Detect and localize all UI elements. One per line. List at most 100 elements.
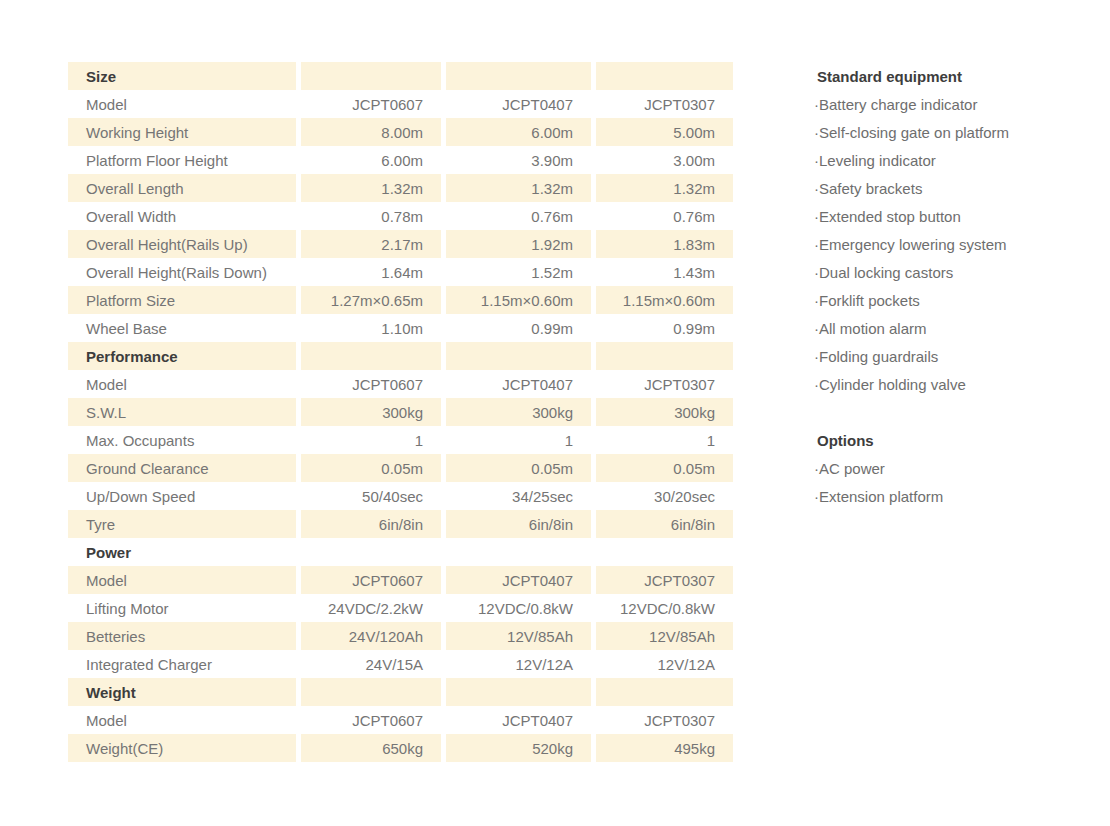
spec-row-up-down-speed: Up/Down Speed50/40sec34/25sec30/20sec [68, 482, 733, 510]
spec-row-overall-height-rails-down: Overall Height(Rails Down)1.64m1.52m1.43… [68, 258, 733, 286]
spec-value: JCPT0407 [446, 706, 591, 734]
section-row-size: Size [68, 62, 733, 90]
spec-value: JCPT0607 [301, 706, 441, 734]
spec-label: S.W.L [68, 398, 296, 426]
spec-value: JCPT0307 [596, 90, 733, 118]
spec-label: Overall Height(Rails Down) [68, 258, 296, 286]
spec-value [596, 538, 733, 566]
spec-label: Lifting Motor [68, 594, 296, 622]
spec-value: JCPT0307 [596, 370, 733, 398]
section-heading: Size [68, 62, 296, 90]
spec-value: 1.43m [596, 258, 733, 286]
spec-value [596, 678, 733, 706]
spec-value: 300kg [596, 398, 733, 426]
spec-value [301, 342, 441, 370]
spec-value: 0.76m [446, 202, 591, 230]
spec-value: 1 [596, 426, 733, 454]
spec-value [446, 678, 591, 706]
spec-value: 5.00m [596, 118, 733, 146]
spec-value: 24V/15A [301, 650, 441, 678]
spec-value: 34/25sec [446, 482, 591, 510]
spec-value: 495kg [596, 734, 733, 762]
spec-value [301, 538, 441, 566]
spec-value: 1.64m [301, 258, 441, 286]
spec-label: Integrated Charger [68, 650, 296, 678]
spec-row-ground-clearance: Ground Clearance0.05m0.05m0.05m [68, 454, 733, 482]
spec-value: 1.83m [596, 230, 733, 258]
spec-value: 1.92m [446, 230, 591, 258]
spec-row-model: ModelJCPT0607JCPT0407JCPT0307 [68, 370, 733, 398]
spec-label: Tyre [68, 510, 296, 538]
spec-value: 12V/12A [446, 650, 591, 678]
spec-row-platform-size: Platform Size1.27m×0.65m1.15m×0.60m1.15m… [68, 286, 733, 314]
spec-row-s-w-l: S.W.L300kg300kg300kg [68, 398, 733, 426]
spec-value: 12VDC/0.8kW [446, 594, 591, 622]
spec-value: JCPT0307 [596, 706, 733, 734]
spec-value: 1.32m [596, 174, 733, 202]
spec-value: 6in/8in [596, 510, 733, 538]
spec-label: Betteries [68, 622, 296, 650]
spec-row-weight-ce: Weight(CE)650kg520kg495kg [68, 734, 733, 762]
spec-value [446, 62, 591, 90]
spec-value [596, 342, 733, 370]
spec-value: 0.99m [446, 314, 591, 342]
spec-value: 1.32m [301, 174, 441, 202]
sidebar-item-battery-charge-indicator: ·Battery charge indicator [814, 90, 1009, 118]
spec-value: 1 [446, 426, 591, 454]
spec-value: 12V/85Ah [596, 622, 733, 650]
sidebar-item-forklift-pockets: ·Forklift pockets [814, 286, 1009, 314]
spec-label: Platform Floor Height [68, 146, 296, 174]
sidebar-item-ac-power: ·AC power [814, 454, 1009, 482]
sidebar-item-dual-locking-castors: ·Dual locking castors [814, 258, 1009, 286]
spec-row-integrated-charger: Integrated Charger24V/15A12V/12A12V/12A [68, 650, 733, 678]
section-heading: Performance [68, 342, 296, 370]
spec-value: JCPT0607 [301, 90, 441, 118]
spec-value: 300kg [301, 398, 441, 426]
spec-row-overall-length: Overall Length1.32m1.32m1.32m [68, 174, 733, 202]
section-heading: Weight [68, 678, 296, 706]
spec-value: 520kg [446, 734, 591, 762]
spec-value: 8.00m [301, 118, 441, 146]
spec-row-model: ModelJCPT0607JCPT0407JCPT0307 [68, 90, 733, 118]
spec-value: 1 [301, 426, 441, 454]
spec-value [446, 342, 591, 370]
spec-row-model: ModelJCPT0607JCPT0407JCPT0307 [68, 706, 733, 734]
section-row-performance: Performance [68, 342, 733, 370]
spec-value: 1.52m [446, 258, 591, 286]
equipment-sidebar: Standard equipment·Battery charge indica… [814, 62, 1009, 510]
spec-value: 1.15m×0.60m [596, 286, 733, 314]
spec-value: 24VDC/2.2kW [301, 594, 441, 622]
spec-value: JCPT0607 [301, 566, 441, 594]
spec-label: Model [68, 370, 296, 398]
spec-label: Wheel Base [68, 314, 296, 342]
spec-value: JCPT0307 [596, 566, 733, 594]
spec-value: 0.05m [446, 454, 591, 482]
spec-value: 1.27m×0.65m [301, 286, 441, 314]
spec-label: Up/Down Speed [68, 482, 296, 510]
section-row-weight: Weight [68, 678, 733, 706]
spec-label: Model [68, 706, 296, 734]
sidebar-heading-standard-equipment: Standard equipment [814, 62, 1009, 90]
spec-value: 0.78m [301, 202, 441, 230]
spec-value: JCPT0407 [446, 90, 591, 118]
spec-value: 12V/85Ah [446, 622, 591, 650]
spec-value: 30/20sec [596, 482, 733, 510]
spec-value: 12VDC/0.8kW [596, 594, 733, 622]
sidebar-item-extension-platform: ·Extension platform [814, 482, 1009, 510]
spec-label: Overall Width [68, 202, 296, 230]
spec-row-betteries: Betteries24V/120Ah12V/85Ah12V/85Ah [68, 622, 733, 650]
spec-table: SizeModelJCPT0607JCPT0407JCPT0307Working… [68, 62, 733, 762]
spec-value: JCPT0407 [446, 566, 591, 594]
sidebar-item-self-closing-gate-on-platform: ·Self-closing gate on platform [814, 118, 1009, 146]
spec-value: 24V/120Ah [301, 622, 441, 650]
section-heading: Power [68, 538, 296, 566]
sidebar-item-cylinder-holding-valve: ·Cylinder holding valve [814, 370, 1009, 398]
spec-row-lifting-motor: Lifting Motor24VDC/2.2kW12VDC/0.8kW12VDC… [68, 594, 733, 622]
spec-value: 6.00m [446, 118, 591, 146]
sidebar-item-emergency-lowering-system: ·Emergency lowering system [814, 230, 1009, 258]
spec-value: 0.76m [596, 202, 733, 230]
sidebar-item-folding-guardrails: ·Folding guardrails [814, 342, 1009, 370]
spec-value: 1.10m [301, 314, 441, 342]
spec-value: 300kg [446, 398, 591, 426]
spec-value: 6.00m [301, 146, 441, 174]
